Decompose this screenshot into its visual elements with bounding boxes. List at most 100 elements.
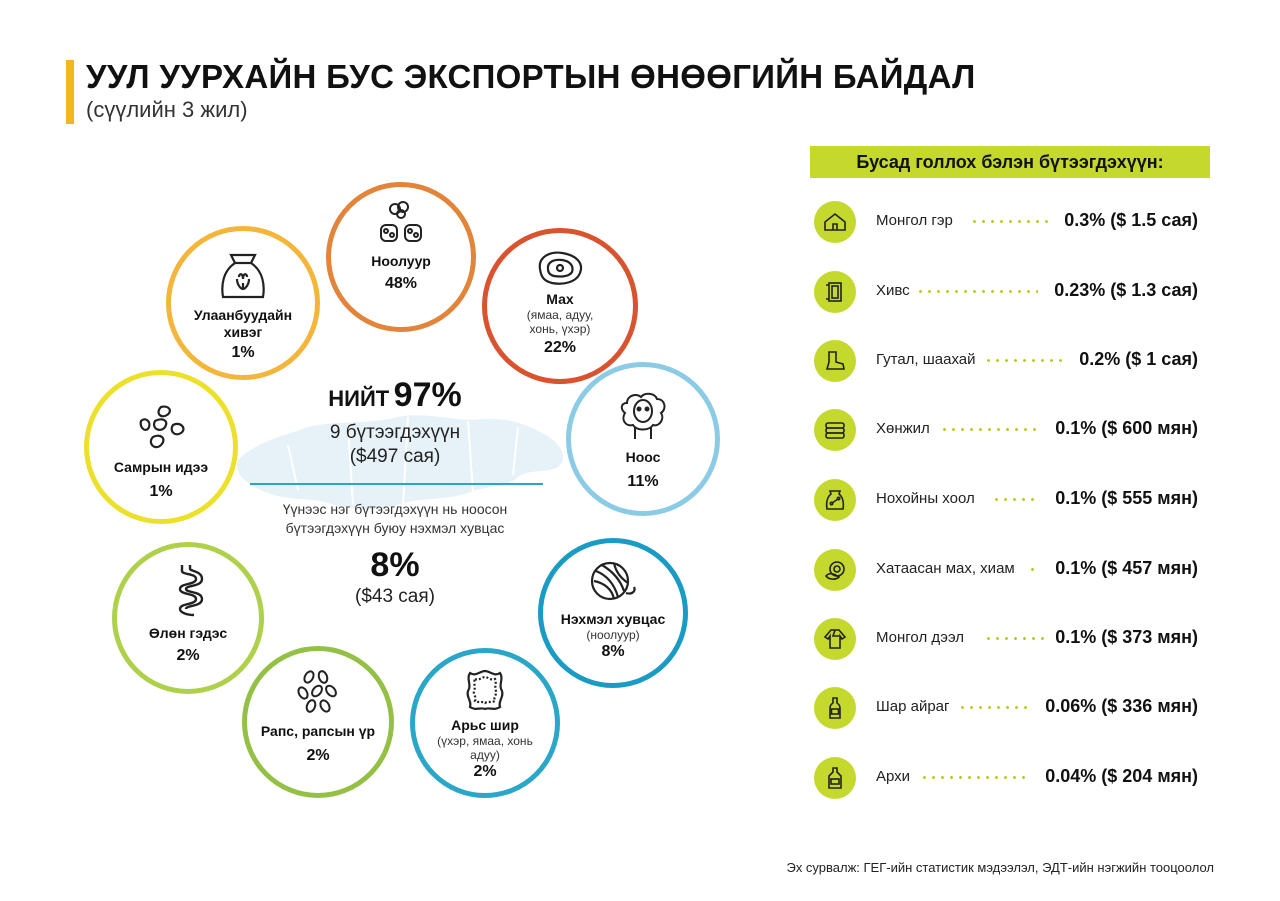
vodka-icon (814, 757, 856, 799)
product-percent: 1% (149, 483, 173, 500)
dotted-leader (984, 637, 1044, 640)
product-value: 0.3% ($ 1.5 сая) (1064, 210, 1198, 230)
product-name: Нэхмэл хувцас (560, 611, 666, 627)
sausage-icon (814, 549, 856, 591)
product-note: (ямаа, адуу, хонь, үхэр) (526, 308, 594, 336)
beer-icon (814, 687, 856, 729)
product-circle-cashmere: Ноолуур 48% (326, 182, 476, 332)
beans-icon (139, 405, 185, 449)
product-circle-leather: Арьс шир (үхэр, ямаа, хонь адуу) 2% (410, 648, 560, 798)
deel-icon (814, 618, 856, 660)
product-percent: 22% (543, 339, 577, 356)
product-name: Монгол гэр (876, 212, 953, 229)
dotted-leader (958, 706, 1030, 709)
page-title: УУЛ УУРХАЙН БУС ЭКСПОРТЫН ӨНӨӨГИЙН БАЙДА… (86, 58, 976, 95)
ger-icon (814, 201, 856, 243)
list-item: Хивс 0.23% ($ 1.3 сая) (812, 268, 1202, 316)
description-line: Үүнээс нэг бүтээгдэхүүн нь ноосон (282, 501, 508, 517)
leather-icon (466, 669, 504, 711)
product-name: Нохойны хоол (876, 490, 975, 507)
product-name: Хатаасан мах, хиам (876, 560, 1015, 577)
product-name: Хөнжил (876, 420, 930, 437)
dotted-leader (916, 290, 1038, 293)
mongolia-map-background (237, 415, 564, 510)
carpet-icon (814, 271, 856, 313)
product-name: Мах (546, 291, 574, 307)
list-item: Шар айраг 0.06% ($ 336 мян) (812, 684, 1202, 732)
product-name: Гутал, шаахай (876, 351, 976, 368)
seeds-icon (297, 670, 337, 713)
product-circle-meat: Мах (ямаа, адуу, хонь, үхэр) 22% (482, 228, 638, 384)
total-line: НИЙТ 97% (240, 376, 550, 415)
total-value: 97% (393, 376, 462, 414)
product-percent: 8% (601, 643, 625, 660)
dotted-leader (940, 428, 1038, 431)
list-item: Нохойны хоол 0.1% ($ 555 мян) (812, 476, 1202, 524)
list-item: Монгол дээл 0.1% ($ 373 мян) (812, 615, 1202, 663)
list-item: Хатаасан мах, хиам 0.1% ($ 457 мян) (812, 546, 1202, 594)
product-name: Арьс шир (451, 717, 519, 733)
dotted-leader (1028, 568, 1040, 571)
product-circle-wheat-bran: Улаанбуудайн хивэг 1% (166, 226, 320, 380)
page-subtitle: (сүүлийн 3 жил) (86, 97, 248, 122)
product-percent: 1% (231, 344, 255, 361)
product-circle-wool: Ноос 11% (566, 362, 720, 516)
blanket-icon (814, 409, 856, 451)
flour-sack-icon (221, 253, 265, 299)
product-note: (ноолуур) (586, 628, 640, 642)
product-value: 0.23% ($ 1.3 сая) (1054, 280, 1198, 300)
dotted-leader (970, 220, 1050, 223)
product-percent: 2% (306, 747, 330, 764)
knitwear-amount: ($43 сая) (355, 586, 435, 607)
product-percent: 2% (176, 647, 200, 664)
product-circle-legumes: Самрын идээ 1% (84, 370, 238, 524)
total-amount: ($497 сая) (349, 446, 441, 467)
product-percent: 48% (384, 275, 418, 292)
sheep-icon (620, 392, 666, 439)
product-name: Улаанбуудайн хивэг (193, 307, 293, 340)
total-label: НИЙТ (328, 386, 390, 411)
product-name: Өлөн гэдэс (148, 625, 228, 641)
product-name: Шар айраг (876, 698, 950, 715)
product-name: Монгол дээл (876, 629, 965, 646)
product-value: 0.06% ($ 336 мян) (1045, 696, 1198, 716)
product-value: 0.2% ($ 1 сая) (1079, 349, 1198, 369)
cashmere-icon (380, 201, 422, 242)
list-item: Архи 0.04% ($ 204 мян) (812, 754, 1202, 802)
dog-food-icon (814, 479, 856, 521)
list-item: Хөнжил 0.1% ($ 600 мян) (812, 406, 1202, 454)
product-name: Архи (876, 768, 911, 785)
dotted-leader (920, 776, 1028, 779)
product-value: 0.1% ($ 555 мян) (1055, 488, 1198, 508)
product-value: 0.1% ($ 600 мян) (1055, 418, 1198, 438)
dotted-leader (992, 498, 1038, 501)
list-item: Монгол гэр 0.3% ($ 1.5 сая) (812, 198, 1202, 246)
yarn-icon (590, 561, 636, 601)
list-item: Гутал, шаахай 0.2% ($ 1 сая) (812, 337, 1202, 385)
product-percent: 11% (627, 473, 659, 490)
other-products-title: Бусад голлох бэлэн бүтээгдэхүүн: (810, 146, 1210, 178)
boot-icon (814, 340, 856, 382)
product-value: 0.1% ($ 373 мян) (1055, 627, 1198, 647)
product-circle-knitwear: Нэхмэл хувцас (ноолуур) 8% (538, 538, 688, 688)
meat-icon (538, 251, 583, 285)
product-circle-rapeseed: Рапс, рапсын үр 2% (242, 646, 394, 798)
product-name: Рапс, рапсын үр (260, 723, 376, 739)
source-note: Эх сурвалж: ГЕГ-ийн статистик мэдээлэл, … (786, 860, 1214, 875)
product-name: Ноос (625, 449, 661, 465)
description-line: бүтээгдэхүүн буюу нэхмэл хувцас (285, 520, 505, 536)
product-circle-intestines: Өлөн гэдэс 2% (112, 542, 264, 694)
product-name: Ноолуур (371, 253, 431, 269)
product-name: Хивс (876, 282, 910, 299)
knitwear-percent: 8% (370, 546, 420, 584)
total-products: 9 бүтээгдэхүүн (329, 422, 461, 443)
divider (250, 483, 543, 485)
product-percent: 2% (473, 763, 497, 780)
title-accent-bar (66, 60, 74, 124)
knitwear-description: Үүнээс нэг бүтээгдэхүүн нь ноосон бүтээг… (240, 500, 550, 538)
product-note: (үхэр, ямаа, хонь адуу) (437, 734, 533, 762)
intestine-icon (178, 565, 204, 617)
product-value: 0.1% ($ 457 мян) (1055, 558, 1198, 578)
dotted-leader (984, 359, 1066, 362)
product-value: 0.04% ($ 204 мян) (1045, 766, 1198, 786)
